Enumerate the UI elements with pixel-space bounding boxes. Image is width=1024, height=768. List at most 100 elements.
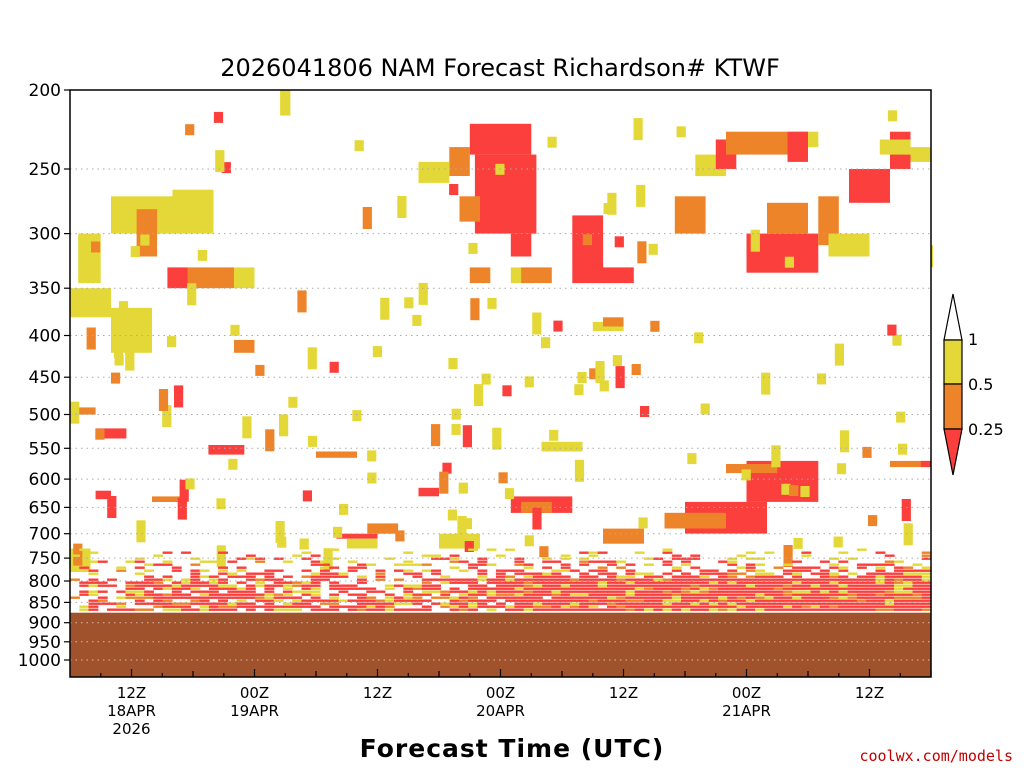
ri-cell-low: [856, 563, 867, 566]
ri-cell-mid: [440, 596, 451, 599]
ri-cell-high: [162, 587, 173, 590]
ri-cell-low: [736, 599, 747, 602]
ri-cell-low: [801, 596, 812, 599]
ri-cell-low: [690, 593, 701, 596]
ri-cell-mid: [449, 560, 460, 563]
ri-cell-low: [477, 605, 488, 608]
ri-cell-high: [736, 566, 747, 569]
ri-cell-low: [829, 584, 840, 587]
ri-cell-low: [264, 578, 275, 581]
ri-cell-low: [357, 566, 367, 569]
ri-cell-mid: [431, 424, 441, 447]
ri-cell-low: [153, 602, 164, 605]
ri-cell-low: [755, 587, 765, 590]
ri-cell-low: [162, 551, 173, 554]
ri-cell-high: [486, 590, 497, 593]
ri-cell-low: [634, 578, 645, 581]
ri-cell-low: [107, 602, 117, 605]
ri-cell-low: [838, 569, 849, 572]
ri-cell-high: [125, 348, 135, 371]
ri-cell-mid: [662, 578, 673, 581]
ri-cell-low: [468, 563, 478, 566]
ri-cell-low: [819, 587, 830, 590]
ri-cell-low: [597, 551, 608, 554]
ri-cell-low: [856, 590, 867, 593]
ri-cell-low: [579, 572, 590, 575]
ri-cell-high: [560, 584, 571, 587]
ri-cell-low: [542, 581, 553, 584]
ri-cell-high: [699, 599, 710, 602]
ri-cell-low: [690, 596, 701, 599]
ri-cell-high: [912, 563, 923, 566]
ri-cell-low: [634, 590, 645, 593]
ri-cell-low: [866, 602, 877, 605]
ri-cell-high: [532, 584, 543, 587]
ri-cell-high: [838, 596, 849, 599]
ri-cell-low: [310, 596, 321, 599]
ri-cell-high: [903, 572, 914, 575]
ri-cell-low: [838, 602, 849, 605]
ri-cell-low: [912, 584, 923, 587]
ri-cell-low: [458, 578, 469, 581]
ri-cell-low: [245, 554, 256, 557]
ri-cell-low: [810, 599, 821, 602]
ri-cell-low: [375, 590, 386, 593]
ri-cell-high: [227, 572, 238, 575]
ri-cell-low: [875, 569, 886, 572]
ri-cell-high: [451, 423, 461, 435]
ri-cell-low: [310, 599, 321, 602]
ri-cell-high: [671, 599, 682, 602]
ri-cell-low: [245, 572, 256, 575]
ri-cell-low: [199, 590, 210, 593]
ri-cell-low: [597, 569, 608, 572]
ri-cell-mid: [569, 605, 580, 608]
ri-cell-low: [551, 608, 562, 611]
ri-cell-low: [912, 581, 923, 584]
ri-cell-low: [838, 605, 849, 608]
ri-cell-low: [588, 587, 599, 590]
ri-cell-low: [227, 596, 238, 599]
ri-cell-mid: [375, 599, 386, 602]
ri-cell-high: [181, 578, 191, 581]
ri-cell-low: [79, 593, 90, 596]
ri-cell-low: [116, 608, 127, 611]
ri-cell-low: [412, 602, 423, 605]
ri-cell-high: [879, 139, 911, 155]
ri-cell-high: [70, 401, 80, 424]
ri-cell-low: [708, 605, 719, 608]
ri-cell-high: [185, 478, 195, 490]
ri-cell-low: [221, 162, 231, 174]
ri-cell-mid: [847, 593, 858, 596]
ri-cell-low: [782, 569, 793, 572]
ri-cell-low: [736, 584, 747, 587]
ri-cell-low: [421, 608, 432, 611]
ri-cell-low: [810, 596, 821, 599]
ri-cell-low: [894, 605, 904, 608]
ri-cell-high: [894, 584, 904, 587]
ri-cell-low: [699, 569, 710, 572]
ri-cell-high: [421, 569, 432, 572]
ri-cell-low: [264, 605, 275, 608]
ri-cell-low: [625, 605, 636, 608]
ri-cell-low: [560, 593, 571, 596]
ri-cell-high: [199, 605, 210, 608]
ri-cell-mid: [718, 599, 728, 602]
ri-cell-low: [532, 581, 543, 584]
x-tick-label: 12Z: [117, 684, 146, 702]
ri-cell-low: [718, 584, 728, 587]
ri-cell-low: [375, 602, 386, 605]
ri-cell-low: [773, 578, 784, 581]
ri-cell-low: [727, 584, 738, 587]
ri-cell-low: [653, 593, 664, 596]
ri-cell-low: [727, 605, 738, 608]
ri-cell-low: [273, 578, 284, 581]
ri-cell-low: [856, 596, 867, 599]
ri-cell-high: [838, 566, 849, 569]
y-tick-label: 600: [29, 470, 61, 490]
ri-cell-low: [245, 578, 256, 581]
ri-cell-high: [532, 312, 542, 335]
ri-cell-low: [245, 590, 256, 593]
legend-bottom-arrow: [943, 428, 963, 476]
ri-cell-low: [505, 596, 515, 599]
ri-cell-mid: [158, 389, 169, 411]
